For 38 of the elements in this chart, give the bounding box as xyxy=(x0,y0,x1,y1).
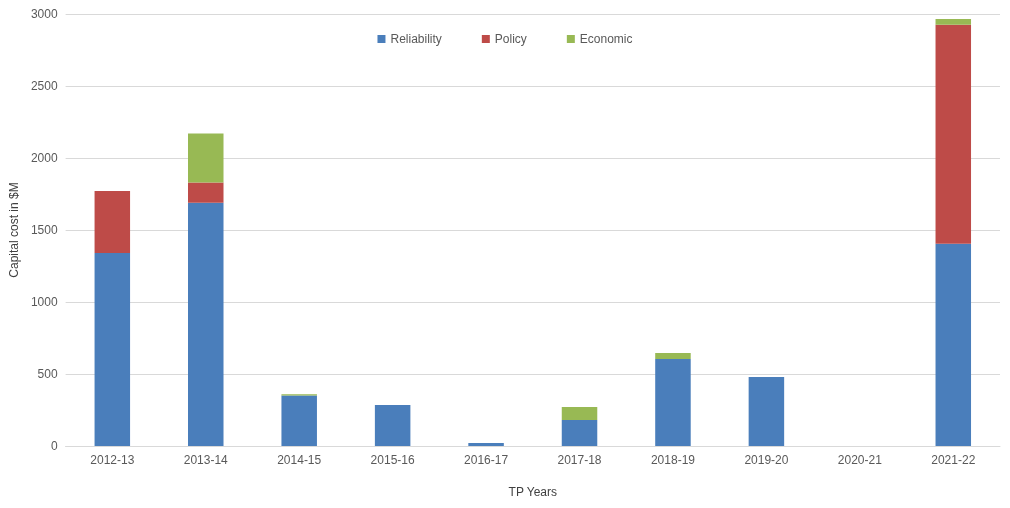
legend-label: Reliability xyxy=(390,32,442,46)
y-tick-label: 3000 xyxy=(30,7,58,21)
bar xyxy=(748,376,785,446)
x-tick-label: 2015-16 xyxy=(370,453,415,467)
x-tick-label: 2020-21 xyxy=(837,453,883,467)
legend-label: Policy xyxy=(494,32,527,46)
bar xyxy=(561,420,598,446)
x-tick-label: 2021-22 xyxy=(931,453,976,467)
y-axis-title: Capital cost in $M xyxy=(7,182,21,278)
y-tick-label: 0 xyxy=(50,439,58,453)
x-axis-title: TP Years xyxy=(508,485,558,499)
x-tick-label: 2018-19 xyxy=(650,453,696,467)
y-tick-label: 1000 xyxy=(30,295,58,309)
bar xyxy=(281,395,317,446)
bar xyxy=(935,24,972,244)
bar xyxy=(188,182,224,203)
bar xyxy=(94,253,131,446)
bar xyxy=(935,243,972,446)
x-tick-label: 2012-13 xyxy=(90,453,135,467)
bar xyxy=(935,19,972,25)
bar xyxy=(94,191,131,254)
x-tick-label: 2014-15 xyxy=(277,453,322,467)
bar xyxy=(655,353,691,359)
legend-label: Economic xyxy=(579,32,633,46)
y-tick-label: 500 xyxy=(37,367,58,381)
bar xyxy=(188,133,224,183)
bar xyxy=(655,358,691,446)
y-tick-label: 1500 xyxy=(30,223,58,237)
bar xyxy=(468,443,504,446)
bar xyxy=(561,407,598,421)
y-tick-label: 2500 xyxy=(30,79,58,93)
x-tick-label: 2019-20 xyxy=(744,453,789,467)
y-tick-label: 2000 xyxy=(30,151,58,165)
x-tick-label: 2017-18 xyxy=(557,453,602,467)
x-tick-label: 2016-17 xyxy=(464,453,509,467)
x-tick-label: 2013-14 xyxy=(183,453,229,467)
bar xyxy=(374,404,411,446)
bar xyxy=(188,202,224,446)
